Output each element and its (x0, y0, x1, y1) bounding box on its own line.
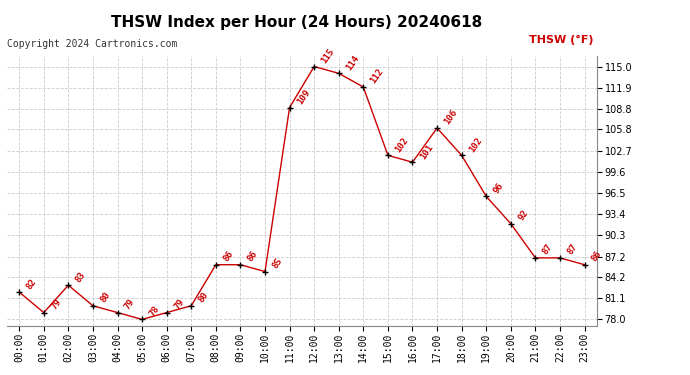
Text: 114: 114 (344, 54, 361, 72)
Text: 79: 79 (123, 297, 137, 311)
Text: 101: 101 (418, 142, 435, 161)
Text: 87: 87 (541, 243, 555, 256)
Text: THSW Index per Hour (24 Hours) 20240618: THSW Index per Hour (24 Hours) 20240618 (111, 15, 482, 30)
Text: 80: 80 (99, 290, 112, 304)
Text: 102: 102 (393, 136, 410, 154)
Text: Copyright 2024 Cartronics.com: Copyright 2024 Cartronics.com (7, 39, 177, 50)
Text: 96: 96 (492, 181, 505, 195)
Text: 102: 102 (467, 136, 484, 154)
Text: 78: 78 (148, 304, 161, 318)
Text: 115: 115 (319, 47, 336, 65)
Text: 86: 86 (221, 249, 235, 263)
Text: 109: 109 (295, 88, 312, 106)
Text: 86: 86 (590, 249, 604, 263)
Text: 87: 87 (566, 243, 579, 256)
Text: 79: 79 (172, 297, 186, 311)
Text: 86: 86 (246, 249, 259, 263)
Text: 82: 82 (25, 277, 38, 291)
Text: 112: 112 (369, 67, 386, 86)
Text: 92: 92 (516, 209, 530, 222)
Text: 83: 83 (74, 270, 88, 284)
Text: THSW (°F): THSW (°F) (529, 35, 594, 45)
Text: 85: 85 (270, 256, 284, 270)
Text: 79: 79 (49, 297, 63, 311)
Text: 106: 106 (442, 108, 460, 127)
Text: 80: 80 (197, 290, 210, 304)
